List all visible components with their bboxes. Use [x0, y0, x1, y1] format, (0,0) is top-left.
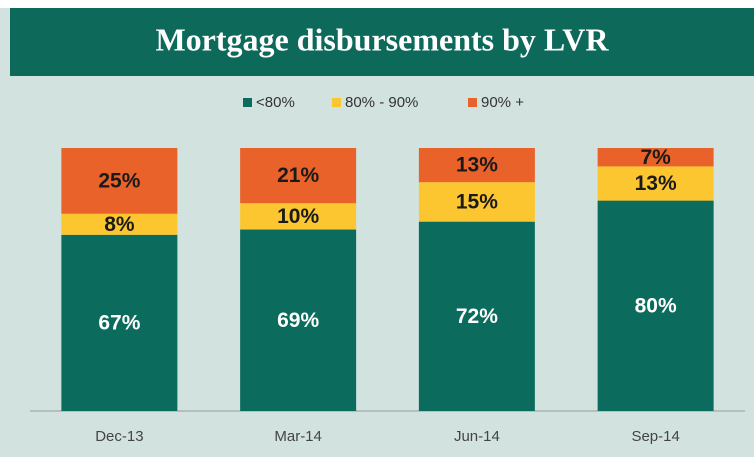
legend-swatch — [332, 98, 341, 107]
value-label: 25% — [98, 169, 140, 192]
x-tick-label: Sep-14 — [631, 428, 679, 445]
value-label: 13% — [635, 172, 677, 195]
value-label: 67% — [98, 311, 140, 334]
legend-swatch — [243, 98, 252, 107]
title-band — [10, 8, 754, 76]
bar-segment — [240, 203, 357, 230]
value-label: 7% — [640, 146, 671, 169]
bar-segment — [418, 221, 535, 411]
bar-segment — [597, 166, 714, 201]
legend-label: 80% - 90% — [345, 94, 418, 111]
legend-label: <80% — [256, 94, 295, 111]
value-label: 8% — [104, 213, 135, 236]
bar-segment — [418, 148, 535, 183]
value-label: 13% — [456, 154, 498, 177]
bar-segment — [240, 148, 357, 204]
value-label: 21% — [277, 164, 319, 187]
x-tick-label: Mar-14 — [274, 428, 322, 445]
bar-segment — [597, 200, 714, 411]
bar-segment — [240, 229, 357, 411]
value-label: 10% — [277, 205, 319, 228]
bar-segment — [418, 182, 535, 222]
legend-swatch — [468, 98, 477, 107]
bar-segment — [61, 234, 178, 411]
chart-title: Mortgage disbursements by LVR — [155, 21, 609, 57]
bar-segment — [61, 148, 178, 214]
value-label: 72% — [456, 305, 498, 328]
value-label: 69% — [277, 309, 319, 332]
value-label: 80% — [635, 294, 677, 317]
legend: <80% 80% - 90% 90% + — [243, 94, 524, 111]
bar-segment — [61, 213, 178, 235]
x-tick-label: Jun-14 — [454, 428, 500, 445]
value-label: 15% — [456, 190, 498, 213]
x-tick-label: Dec-13 — [95, 428, 143, 445]
legend-label: 90% + — [481, 94, 524, 111]
bar-segment — [597, 148, 714, 167]
